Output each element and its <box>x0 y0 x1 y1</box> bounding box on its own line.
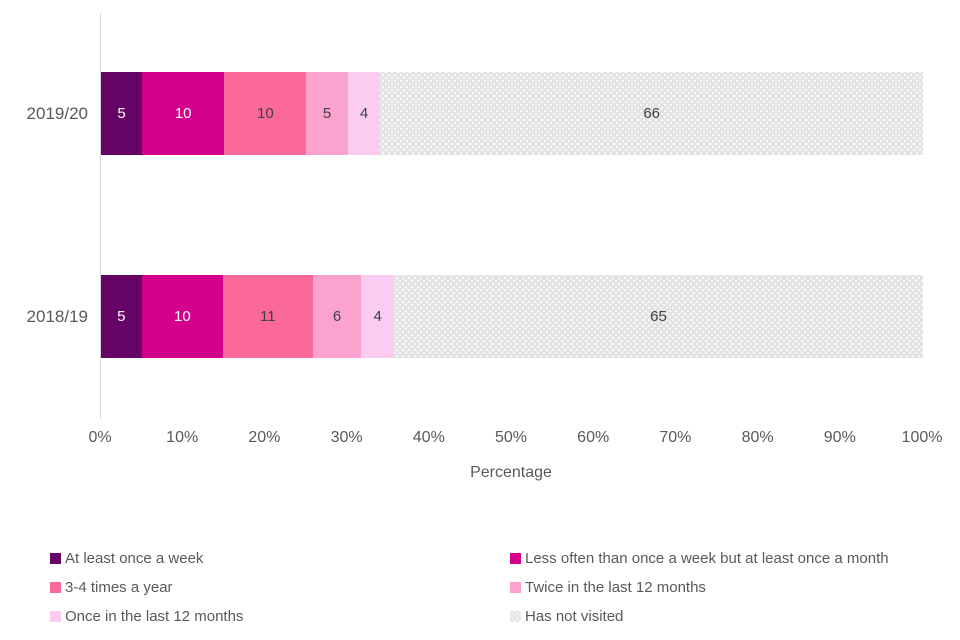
legend: At least once a week Less often than once… <box>50 544 940 631</box>
category-label: 2018/19 <box>26 306 88 326</box>
x-axis-ticks: 0% 10% 20% 30% 40% 50% 60% 70% 80% 90% 100% <box>88 429 942 449</box>
bar-segment: 10 <box>224 72 307 155</box>
legend-marker <box>50 553 61 564</box>
x-tick-label: 60% <box>577 429 610 446</box>
category-axis-line <box>100 13 101 419</box>
bar-segment: 5 <box>101 275 142 358</box>
legend-marker <box>50 611 61 622</box>
legend-item: Twice in the last 12 months <box>510 579 940 596</box>
legend-marker <box>50 582 61 593</box>
x-tick-label: 70% <box>659 429 692 446</box>
bar-value-label: 5 <box>117 308 126 325</box>
x-tick-label: 40% <box>412 429 445 446</box>
legend-label: At least once a week <box>65 550 204 567</box>
bar-value-label: 4 <box>359 105 369 122</box>
bar-segment: 10 <box>141 275 224 358</box>
legend-label: Has not visited <box>525 608 624 625</box>
bar-value-label: 10 <box>174 105 192 122</box>
bar-track: 5 10 10 5 4 66 <box>101 72 923 155</box>
legend-item: At least once a week <box>50 550 510 567</box>
legend-item: Less often than once a week but at least… <box>510 550 940 567</box>
legend-item: 3-4 times a year <box>50 579 510 596</box>
bar-segment: 65 <box>393 275 923 358</box>
legend-label: 3-4 times a year <box>65 579 173 596</box>
bar-value-label: 5 <box>322 105 332 122</box>
bar-segment: 66 <box>380 72 923 155</box>
bar-value-label: 11 <box>260 308 276 325</box>
bar-value-label: 4 <box>373 308 382 325</box>
x-axis-title: Percentage <box>470 464 552 481</box>
x-tick-label: 80% <box>741 429 774 446</box>
bar-segment: 6 <box>312 275 362 358</box>
bar-row: 2019/20 5 10 10 5 4 66 <box>0 72 960 155</box>
bar-value-label: 6 <box>332 308 342 325</box>
legend-label: Once in the last 12 months <box>65 608 244 625</box>
bar-segment: 4 <box>361 275 394 358</box>
legend-label: Twice in the last 12 months <box>525 579 706 596</box>
x-tick-label: 50% <box>494 429 528 446</box>
bar-value-label: 10 <box>257 105 274 122</box>
bar-segment: 11 <box>223 275 313 358</box>
bar-segment: 4 <box>347 72 381 155</box>
bar-segment: 5 <box>306 72 348 155</box>
bar-value-label: 66 <box>643 105 661 122</box>
bar-value-label: 65 <box>650 308 667 325</box>
legend-marker <box>510 611 521 622</box>
x-tick-label: 90% <box>823 429 856 446</box>
x-tick-label: 0% <box>88 429 112 446</box>
bar-track: 5 10 11 6 4 65 <box>101 275 923 358</box>
legend-item: Has not visited <box>510 608 940 625</box>
bar-value-label: 5 <box>117 105 126 122</box>
x-tick-label: 20% <box>248 429 281 446</box>
legend-marker <box>510 582 521 593</box>
bar-segment: 5 <box>101 72 143 155</box>
x-tick-label: 10% <box>166 429 199 446</box>
legend-label: Less often than once a week but at least… <box>525 550 889 567</box>
bar-value-label: 10 <box>174 308 191 325</box>
x-tick-label: 100% <box>901 429 943 446</box>
bar-row: 2018/19 5 10 11 6 4 65 <box>0 275 960 358</box>
x-tick-label: 30% <box>330 429 363 446</box>
category-label: 2019/20 <box>26 103 88 123</box>
legend-marker <box>510 553 521 564</box>
legend-item: Once in the last 12 months <box>50 608 510 625</box>
bar-segment: 10 <box>142 72 225 155</box>
